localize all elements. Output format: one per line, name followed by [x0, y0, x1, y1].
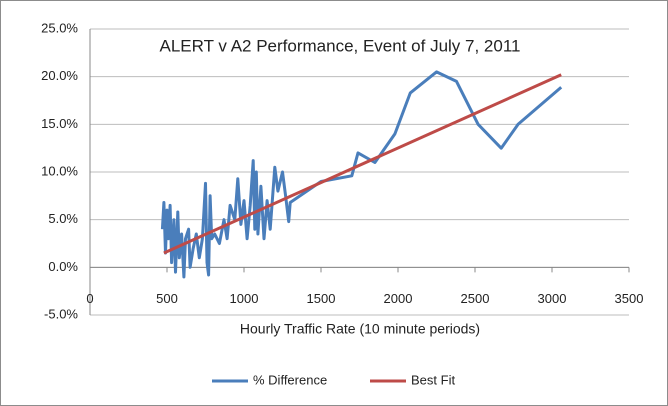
x-axis-label: Hourly Traffic Rate (10 minute periods) [240, 321, 480, 337]
y-tick-label: 0.0% [48, 259, 78, 274]
series-line [160, 70, 563, 279]
x-tick-label: 2500 [461, 291, 490, 306]
y-tick-label: -5.0% [44, 306, 78, 321]
y-tick-label: 25.0% [41, 20, 78, 35]
x-tick-label: 3000 [538, 291, 567, 306]
legend-label: % Difference [253, 372, 327, 387]
x-tick-label: 500 [156, 291, 178, 306]
y-tick-label: 5.0% [48, 211, 78, 226]
x-tick-label: 0 [86, 291, 93, 306]
y-tick-label: 20.0% [41, 68, 78, 83]
x-tick-label: 1500 [307, 291, 336, 306]
y-tick-label: 15.0% [41, 116, 78, 131]
chart-title: ALERT v A2 Performance, Event of July 7,… [160, 36, 521, 55]
x-tick-label: 1000 [230, 291, 259, 306]
y-tick-label: 10.0% [41, 163, 78, 178]
legend-label: Best Fit [411, 372, 455, 387]
x-tick-label: 3500 [615, 291, 644, 306]
x-tick-label: 2000 [384, 291, 413, 306]
series-line [163, 73, 562, 255]
